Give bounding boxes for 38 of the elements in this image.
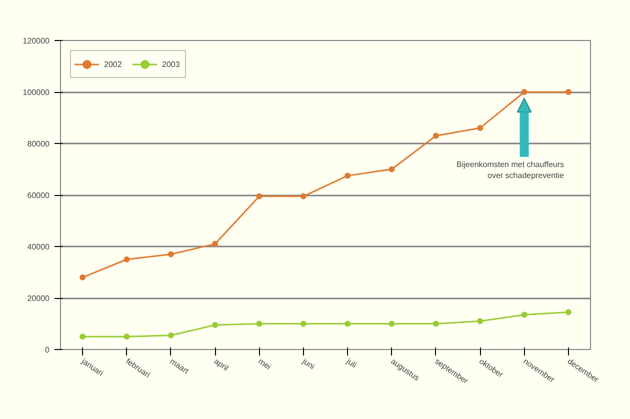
point <box>300 320 306 327</box>
point <box>124 334 130 340</box>
point <box>344 172 351 179</box>
point <box>477 318 484 324</box>
y-tick-label: 100000 <box>22 88 50 97</box>
x-tick-label: juli <box>344 356 358 370</box>
point <box>477 125 484 132</box>
point <box>300 193 306 200</box>
y-tick-label: 80000 <box>27 140 50 148</box>
point <box>521 89 528 95</box>
point <box>124 256 130 262</box>
point <box>168 251 174 258</box>
legend-label: 2002 <box>104 60 123 68</box>
point <box>168 332 174 338</box>
point <box>388 320 395 327</box>
y-tick-label: 20000 <box>27 294 50 303</box>
point <box>432 320 439 327</box>
y-tick-label: 120000 <box>22 36 50 46</box>
point <box>521 312 528 318</box>
y-tick-label: 0 <box>45 346 50 354</box>
point <box>256 320 262 327</box>
point <box>212 322 218 328</box>
point <box>80 274 86 280</box>
point <box>344 320 351 327</box>
y-tick-label: 60000 <box>27 191 50 200</box>
point <box>388 166 395 172</box>
x-tick-label: april <box>212 356 230 373</box>
y-tick-label: 40000 <box>27 242 50 252</box>
annotation: Bijeenkomsten met chauffeurs over schadepreventie <box>456 160 565 180</box>
point <box>256 193 262 200</box>
x-tick-label: juni <box>300 356 316 372</box>
point <box>565 89 572 95</box>
point <box>212 240 218 247</box>
legend-label: 2003 <box>162 60 181 68</box>
point <box>565 309 572 316</box>
point <box>432 132 439 139</box>
x-tick-label: mei <box>256 356 273 372</box>
point <box>80 334 86 340</box>
